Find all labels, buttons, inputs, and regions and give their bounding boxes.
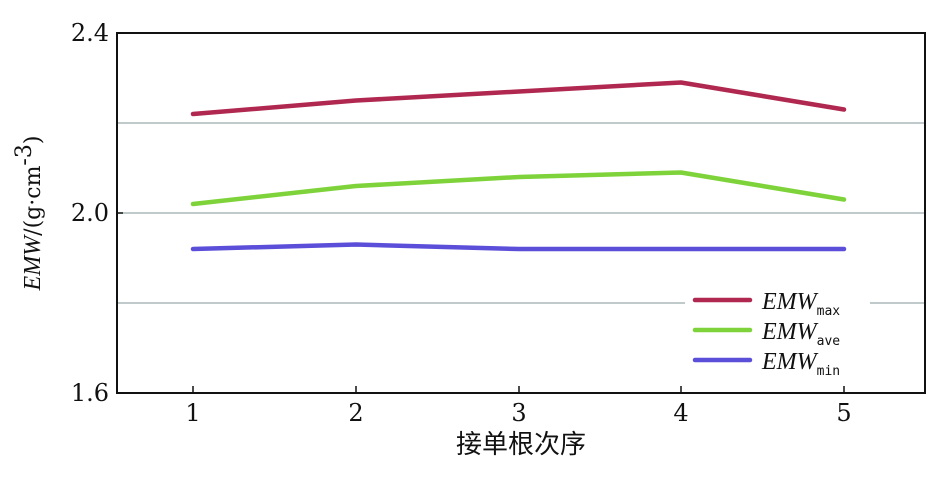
data-point-ave-2: [517, 175, 521, 179]
y-axis-label-unit-close: ): [21, 136, 46, 145]
legend-label-subscript: ave: [817, 334, 841, 349]
x-tick-label-2: 3: [511, 399, 526, 427]
y-axis-ticks: 1.6 2.0 2.4: [71, 19, 123, 407]
x-tick-label-0: 1: [185, 399, 200, 427]
data-point-min-2: [517, 247, 521, 251]
legend-label-subscript: max: [817, 304, 841, 319]
series-line-max: [190, 80, 847, 117]
data-point-max-1: [354, 98, 358, 103]
legend-label-max: EMWmax: [761, 289, 840, 319]
series-lines: [190, 80, 847, 252]
data-point-ave-3: [679, 170, 683, 175]
x-tick-label-4: 5: [836, 399, 851, 427]
gridlines: [117, 122, 925, 304]
legend-label-name: EMW: [761, 349, 819, 375]
data-point-max-4: [842, 107, 846, 112]
legend-label-name: EMW: [761, 319, 819, 345]
y-axis-label-unit-sup: -3: [12, 144, 37, 165]
data-point-max-2: [517, 89, 521, 94]
y-tick-label-1: 2.0: [71, 199, 109, 227]
data-point-ave-0: [191, 202, 195, 206]
data-point-min-0: [191, 247, 195, 251]
data-point-ave-4: [842, 197, 846, 202]
data-point-max-0: [191, 112, 195, 116]
y-tick-label-0: 1.6: [71, 379, 109, 407]
data-point-max-3: [679, 80, 683, 85]
legend-label-subscript: min: [817, 364, 840, 379]
x-axis-label: 接单根次序: [456, 430, 586, 460]
y-axis-label: EMW/(g·cm-3): [12, 136, 46, 292]
y-tick-label-2: 2.4: [71, 19, 109, 47]
data-point-min-1: [354, 242, 358, 247]
data-point-min-4: [842, 247, 846, 251]
legend-label-min: EMWmin: [761, 349, 840, 379]
data-point-ave-1: [354, 184, 358, 188]
x-axis-ticks: 1 2 3 4 5: [185, 386, 852, 427]
legend-label-name: EMW: [761, 289, 819, 315]
x-tick-label-3: 4: [673, 399, 688, 427]
y-axis-label-unit-open: /(g: [21, 206, 46, 236]
y-axis-label-main: EMW: [20, 234, 46, 292]
x-tick-label-1: 2: [348, 399, 363, 427]
legend-label-ave: EMWave: [761, 319, 840, 349]
y-axis-label-unit-mid: ·cm: [21, 165, 46, 205]
data-point-min-3: [679, 247, 683, 251]
